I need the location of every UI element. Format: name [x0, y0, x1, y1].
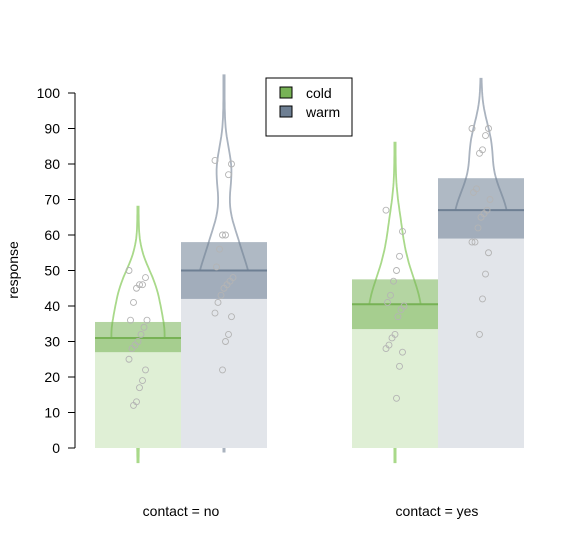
data-point-warm — [476, 149, 483, 157]
y-tick-label: 40 — [44, 298, 60, 314]
x-tick-label: contact = no — [143, 503, 220, 519]
data-point-cold — [137, 330, 145, 338]
legend-label-warm: warm — [305, 104, 340, 120]
data-point-warm — [225, 330, 232, 338]
data-point-cold — [397, 306, 405, 313]
data-point-cold — [130, 401, 137, 409]
data-point-cold — [390, 277, 397, 285]
data-point-warm — [222, 231, 229, 239]
data-point-cold — [125, 267, 133, 274]
y-tick-label: 30 — [44, 334, 60, 350]
data-point-cold — [396, 252, 403, 260]
data-point-warm — [476, 330, 483, 338]
data-point-warm — [211, 309, 219, 317]
y-tick-label: 70 — [44, 192, 60, 208]
y-tick-label: 90 — [44, 121, 60, 137]
data-point-cold — [384, 299, 391, 306]
data-point-cold — [142, 274, 149, 282]
x-tick-label: contact = yes — [396, 503, 479, 519]
data-point-warm — [214, 299, 222, 306]
data-point-cold — [142, 366, 149, 374]
y-tick-label: 0 — [52, 440, 60, 456]
x-axis-labels: contact = no contact = yes — [143, 503, 479, 519]
y-axis: 0 10 20 30 40 50 60 70 80 90 100 — [37, 85, 76, 456]
data-point-cold — [128, 345, 136, 353]
data-point-cold — [388, 334, 396, 342]
data-point-cold — [140, 323, 148, 331]
data-point-cold — [394, 313, 402, 321]
data-point-cold — [393, 267, 400, 274]
data-point-cold — [127, 316, 134, 324]
data-point-cold — [139, 281, 146, 289]
data-point-warm — [228, 313, 235, 321]
data-point-warm — [482, 132, 489, 140]
data-point-cold — [130, 299, 137, 306]
data-point-cold — [133, 284, 140, 292]
data-point-warm — [220, 284, 228, 292]
data-point-cold — [396, 362, 403, 370]
legend-label-cold: cold — [306, 85, 332, 101]
data-point-cold — [382, 206, 390, 214]
data-point-warm — [217, 291, 225, 299]
data-point-cold — [139, 377, 146, 384]
legend-swatch-cold — [279, 86, 293, 99]
legend: cold warm — [265, 77, 353, 137]
data-point-warm — [219, 366, 226, 374]
data-point-warm — [225, 171, 232, 179]
data-point-cold — [399, 348, 406, 356]
bar-warm-0 — [181, 270, 267, 448]
y-axis-title: response — [5, 241, 21, 299]
data-point-warm — [486, 196, 494, 203]
data-point-warm — [211, 156, 219, 164]
data-point-cold — [136, 384, 143, 392]
data-point-warm — [485, 125, 492, 132]
y-tick-label: 100 — [37, 85, 61, 101]
data-point-warm — [471, 238, 479, 246]
data-point-warm — [468, 238, 476, 246]
data-point-cold — [387, 291, 394, 299]
data-point-warm — [219, 231, 226, 239]
legend-swatch-warm — [279, 105, 293, 118]
bar-layer — [95, 178, 524, 448]
data-point-cold — [143, 316, 151, 324]
data-point-warm — [468, 125, 476, 132]
data-point-warm — [482, 270, 489, 278]
y-tick-label: 80 — [44, 156, 60, 172]
data-point-warm — [470, 188, 477, 196]
data-point-warm — [485, 249, 492, 257]
data-point-cold — [393, 394, 400, 402]
point-layer — [125, 125, 494, 409]
data-point-warm — [213, 263, 220, 271]
y-tick-label: 60 — [44, 227, 60, 243]
data-point-cold — [125, 355, 133, 363]
data-point-warm — [216, 245, 223, 253]
data-point-warm — [222, 338, 229, 345]
data-point-cold — [382, 345, 390, 353]
y-tick-label: 50 — [44, 263, 60, 279]
y-tick-label: 20 — [44, 369, 60, 385]
bar-cold-0 — [95, 337, 181, 448]
data-point-cold — [399, 227, 406, 235]
data-point-warm — [228, 160, 235, 168]
data-point-warm — [477, 213, 485, 221]
bar-warm-1 — [438, 210, 524, 448]
data-point-warm — [474, 224, 482, 232]
data-point-warm — [479, 295, 486, 303]
y-tick-label: 10 — [44, 405, 60, 421]
